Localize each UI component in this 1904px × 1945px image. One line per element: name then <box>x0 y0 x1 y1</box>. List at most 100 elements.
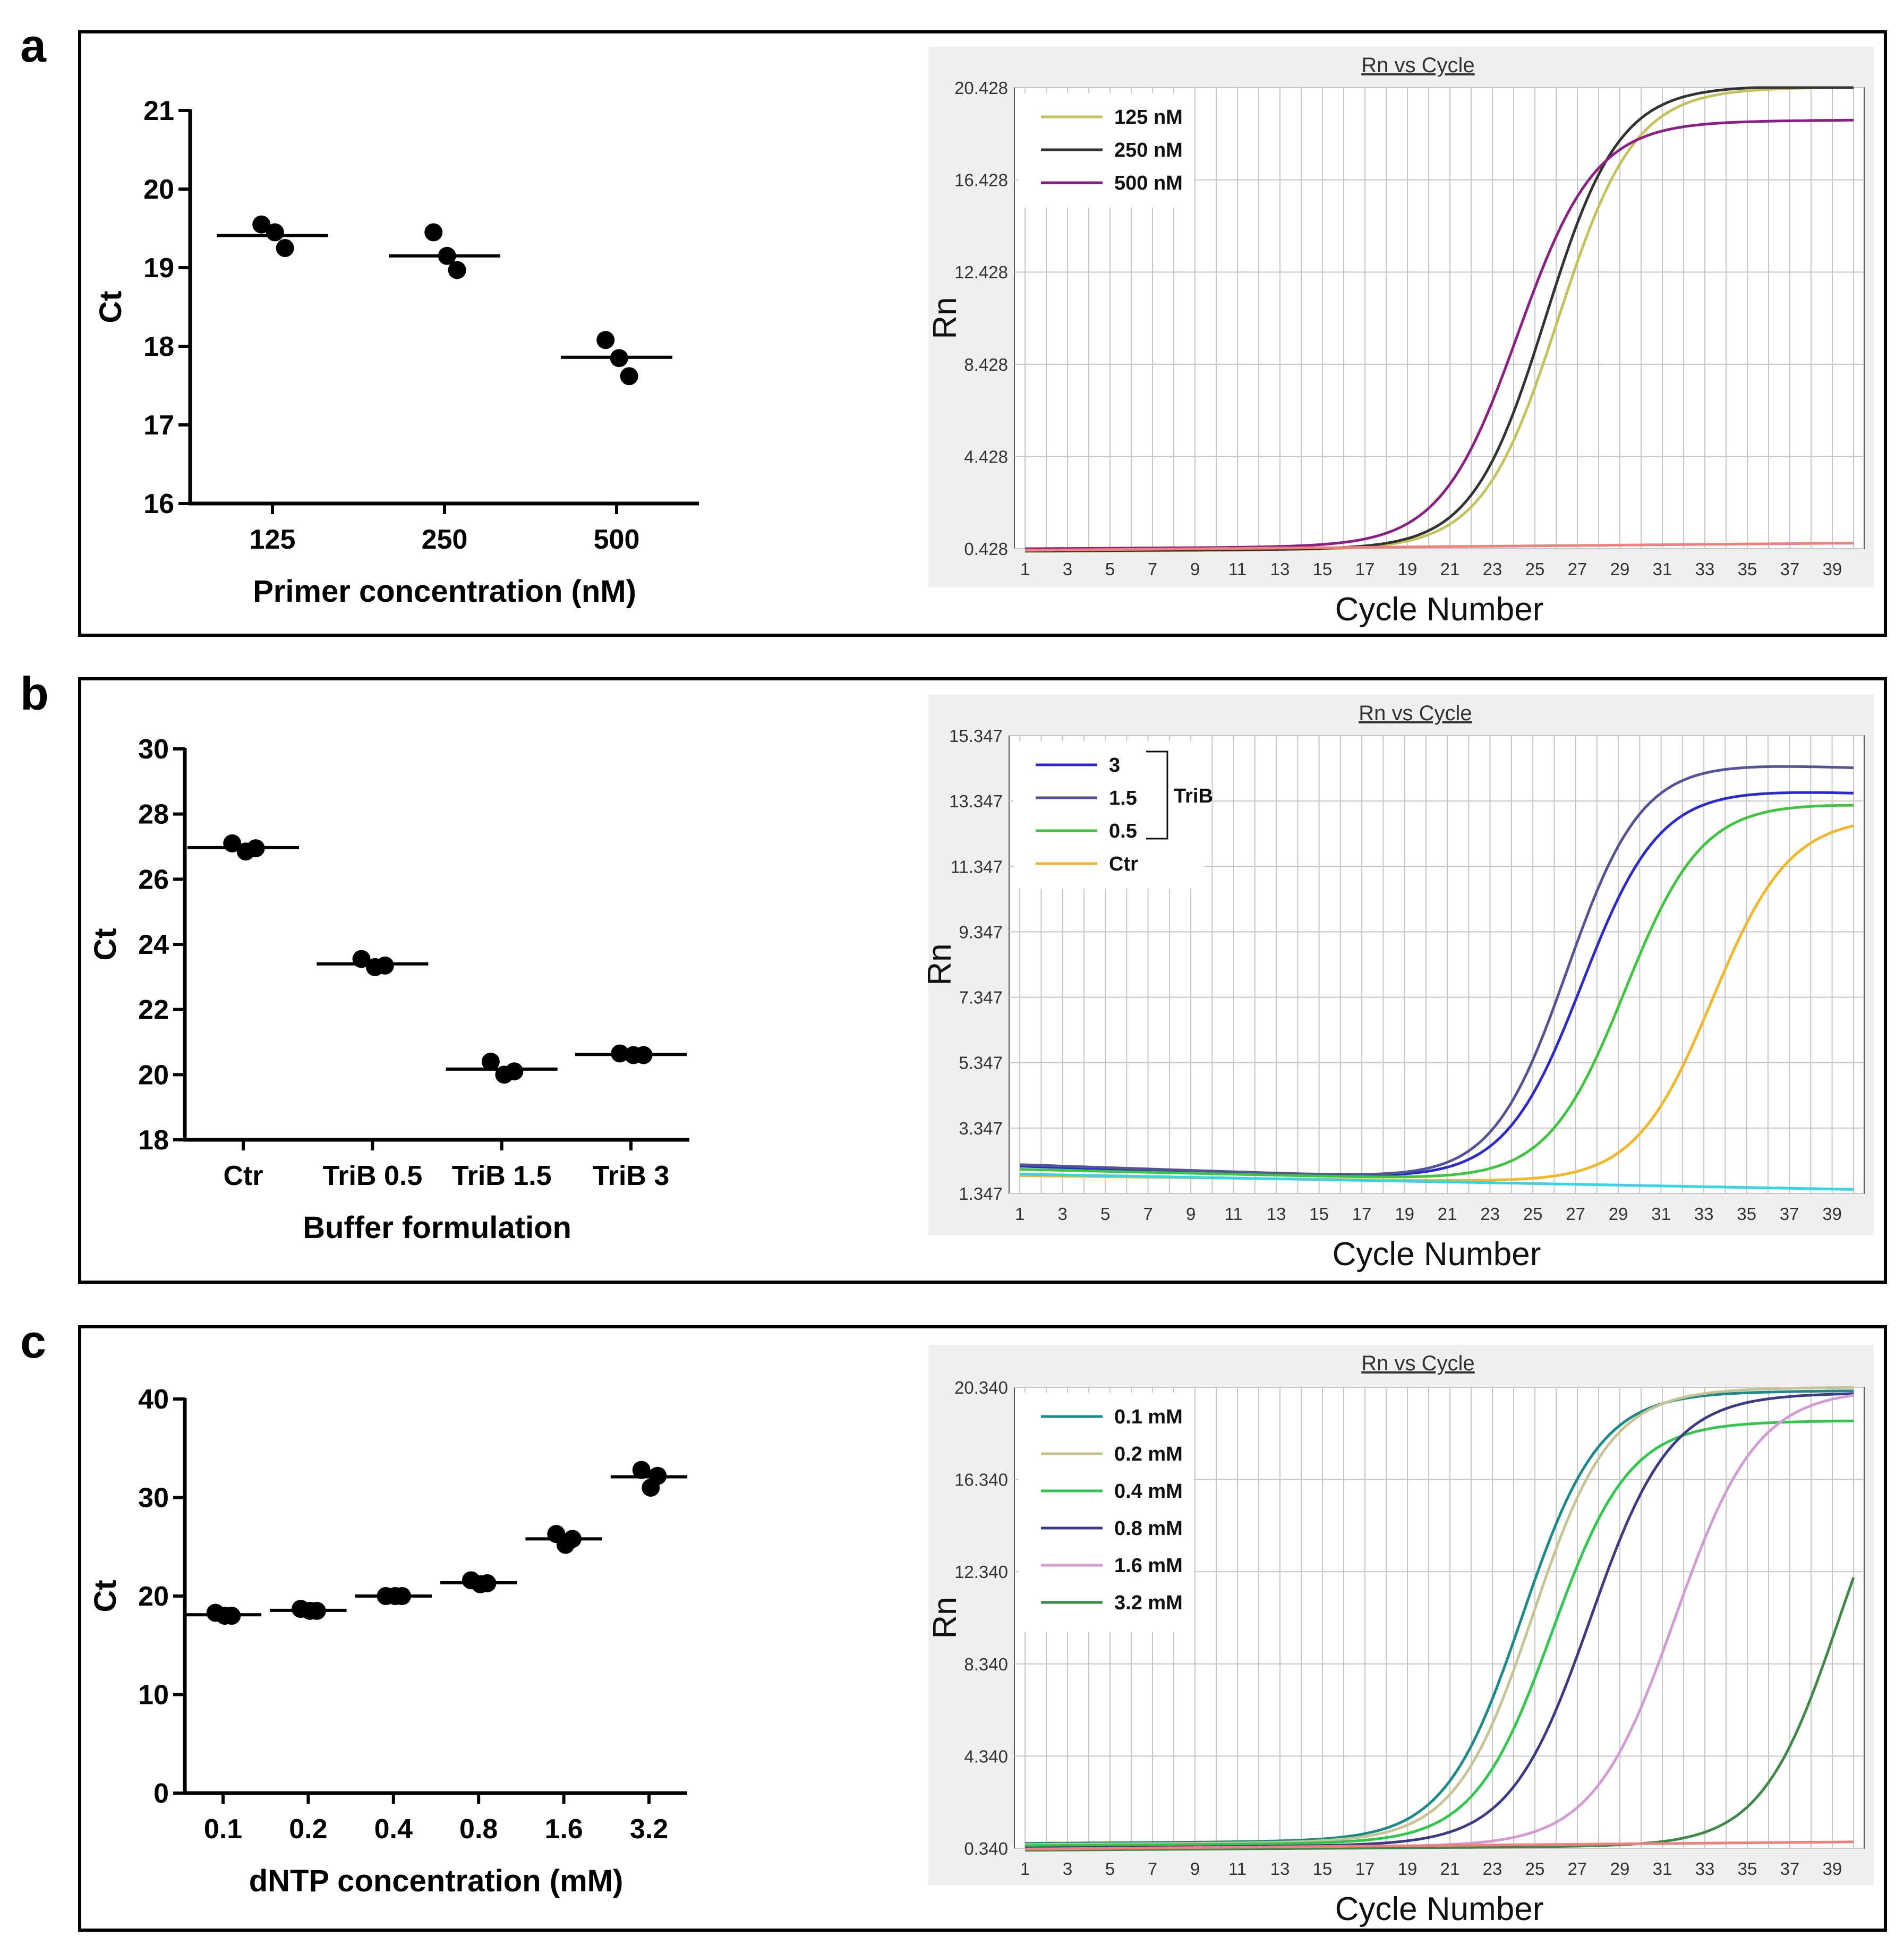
panel-b-y-tick-label: 18 <box>138 1125 169 1156</box>
panel-b-amp-legend-bracket <box>1146 750 1168 840</box>
panel-a-amp-x-tick-label: 5 <box>1105 559 1115 579</box>
panel-b-x-tick-label: TriB 0.5 <box>322 1161 422 1191</box>
panel-a-amp-legend-label: 250 nM <box>1114 139 1183 161</box>
panel-c-amp-x-tick-label: 3 <box>1063 1859 1072 1879</box>
panel-c-amp-y-tick-label: 16.340 <box>954 1470 1008 1490</box>
panel-b-data-point <box>634 1046 653 1064</box>
panel-b-amp-y-tick-label: 5.347 <box>959 1053 1003 1073</box>
panel-b-amp-series-no-template <box>1020 1173 1854 1191</box>
panel-letter-c: c <box>20 1315 46 1368</box>
panel-a-amp-x-tick-label: 39 <box>1823 559 1842 579</box>
panel-a-amp-x-tick-label: 33 <box>1695 559 1715 579</box>
panel-b-amp-x-tick-label: 23 <box>1480 1204 1500 1224</box>
panel-b-amp-x-tick-label: 11 <box>1224 1204 1242 1224</box>
panel-c-amp-x-tick-label: 29 <box>1610 1859 1630 1879</box>
panel-b-y-tick-label: 26 <box>138 864 169 895</box>
panel-c-x-tick-label: 0.8 <box>459 1814 498 1845</box>
panel-b-amp-x-tick-label: 33 <box>1694 1204 1714 1224</box>
panel-c-amp-x-tick-label: 21 <box>1440 1859 1460 1879</box>
panel-b-data-point <box>375 956 394 975</box>
panel-b-amp-y-tick-label: 9.347 <box>959 922 1003 942</box>
panel-a-x-tick-label: 250 <box>422 524 468 555</box>
panel-c-amp-y-tick-label: 12.340 <box>954 1562 1008 1582</box>
panel-b-amp-legend-bracket-label: TriB <box>1174 785 1213 807</box>
panel-c-amp-x-axis-title: Cycle Number <box>1335 1891 1544 1927</box>
panel-c-amp-x-tick-label: 25 <box>1525 1859 1545 1879</box>
panel-a-data-point <box>252 215 271 234</box>
panel-a-amp-x-tick-label: 3 <box>1063 559 1072 579</box>
panel-a-data-point <box>266 223 284 242</box>
panel-b-y-tick-label: 20 <box>138 1060 169 1090</box>
panel-a-amp-title: Rn vs Cycle <box>1361 54 1474 77</box>
panel-c-amp-y-tick-label: 8.340 <box>964 1654 1008 1674</box>
panel-c-amp-series-0-4-mm <box>1024 1419 1854 1847</box>
panel-a-y-tick-label: 18 <box>143 331 174 362</box>
panel-a-data-point <box>276 239 294 257</box>
panel-b-amp-y-tick-label: 3.347 <box>959 1119 1003 1138</box>
panel-b-amp-y-axis-title: Rn <box>921 943 958 985</box>
panel-c-amp-x-tick-label: 19 <box>1398 1859 1418 1879</box>
panel-c-data-point <box>393 1587 412 1605</box>
panel-c-amp-x-tick-label: 31 <box>1653 1859 1672 1879</box>
panel-b-amp-y-tick-label: 7.347 <box>959 988 1003 1008</box>
panel-b-data-point <box>611 1044 629 1063</box>
panel-c-amp-series-no-template <box>1024 1840 1854 1850</box>
panel-a-amp-x-tick-label: 7 <box>1148 559 1157 579</box>
panel-c-amp-x-tick-label: 7 <box>1148 1859 1157 1879</box>
panel-b-amp-legend-label: Ctr <box>1109 853 1138 875</box>
panel-a-y-tick-label: 21 <box>143 96 174 126</box>
panel-a-amp-y-tick-label: 12.428 <box>954 262 1008 282</box>
panel-a-y-tick-label: 19 <box>143 253 174 284</box>
panel-a-data-point <box>596 331 615 349</box>
panel-b-amp-title: Rn vs Cycle <box>1359 702 1472 725</box>
panel-b-x-tick-label: Ctr <box>223 1161 263 1191</box>
panel-c-amp-x-tick-label: 39 <box>1823 1859 1842 1879</box>
panel-b-amp-legend-label: 3 <box>1109 754 1120 777</box>
panel-c-data-point <box>632 1461 651 1479</box>
panel-b-amp-x-tick-label: 29 <box>1609 1204 1628 1224</box>
panel-letter-b: b <box>20 667 49 720</box>
panel-c-amp-y-tick-label: 20.340 <box>954 1378 1008 1397</box>
panel-a-data-point <box>448 261 466 279</box>
panel-b-amp-x-tick-label: 19 <box>1395 1204 1414 1224</box>
panel-b-amp-x-tick-label: 15 <box>1309 1204 1329 1224</box>
panel-a-y-tick-label: 20 <box>143 174 174 205</box>
panel-a-amp-x-tick-label: 37 <box>1780 559 1800 579</box>
panel-b-y-axis-title: Ct <box>88 928 123 960</box>
panel-c-amp-legend-label: 0.4 mM <box>1114 1480 1183 1503</box>
panel-b-y-tick-label: 22 <box>138 995 169 1026</box>
panel-c-x-tick-label: 0.1 <box>204 1814 242 1845</box>
panel-b-amp-x-tick-label: 5 <box>1100 1204 1110 1224</box>
panel-b-amp-legend-label: 0.5 <box>1109 820 1137 842</box>
panel-c-amp-title: Rn vs Cycle <box>1361 1352 1474 1375</box>
panel-a-amp-y-tick-label: 4.428 <box>964 447 1008 466</box>
panel-letter-a: a <box>20 19 47 72</box>
panel-a-amp-x-axis-title: Cycle Number <box>1335 591 1544 628</box>
panel-a-frame <box>78 30 1887 637</box>
panel-b-data-point <box>481 1052 500 1071</box>
panel-a-amp-x-tick-label: 31 <box>1653 559 1672 579</box>
panel-c-amp-legend-label: 0.1 mM <box>1114 1406 1183 1428</box>
panel-c-amp-legend-box <box>1019 1393 1194 1632</box>
panel-b-amp-x-tick-label: 9 <box>1186 1204 1196 1224</box>
panel-b-x-tick-label: TriB 1.5 <box>452 1161 552 1191</box>
panel-b-amp-y-tick-label: 13.347 <box>949 791 1003 811</box>
panel-c-amp-x-tick-label: 35 <box>1738 1859 1757 1879</box>
panel-c-data-point <box>478 1574 497 1592</box>
panel-a-amp-x-tick-label: 17 <box>1355 559 1375 579</box>
panel-c-x-axis-title: dNTP concentration (mM) <box>249 1864 624 1898</box>
panel-c-amp-x-tick-label: 17 <box>1355 1859 1375 1879</box>
panel-a-amp-legend-label: 125 nM <box>1114 106 1183 129</box>
panel-a-amp-x-tick-label: 21 <box>1440 559 1460 579</box>
panel-a-data-point <box>610 349 628 368</box>
panel-b-amp-x-tick-label: 25 <box>1523 1204 1543 1224</box>
panel-c-amp-x-tick-label: 33 <box>1695 1859 1715 1879</box>
panel-b-amp-legend-label: 1.5 <box>1109 787 1137 809</box>
panel-c-amp-legend-label: 1.6 mM <box>1114 1555 1183 1577</box>
panel-b-x-tick-label: TriB 3 <box>593 1161 670 1191</box>
panel-a-y-tick-label: 16 <box>143 489 174 519</box>
panel-c-amp-x-tick-label: 9 <box>1190 1859 1200 1879</box>
panel-a-amp-y-tick-label: 16.428 <box>954 170 1008 190</box>
